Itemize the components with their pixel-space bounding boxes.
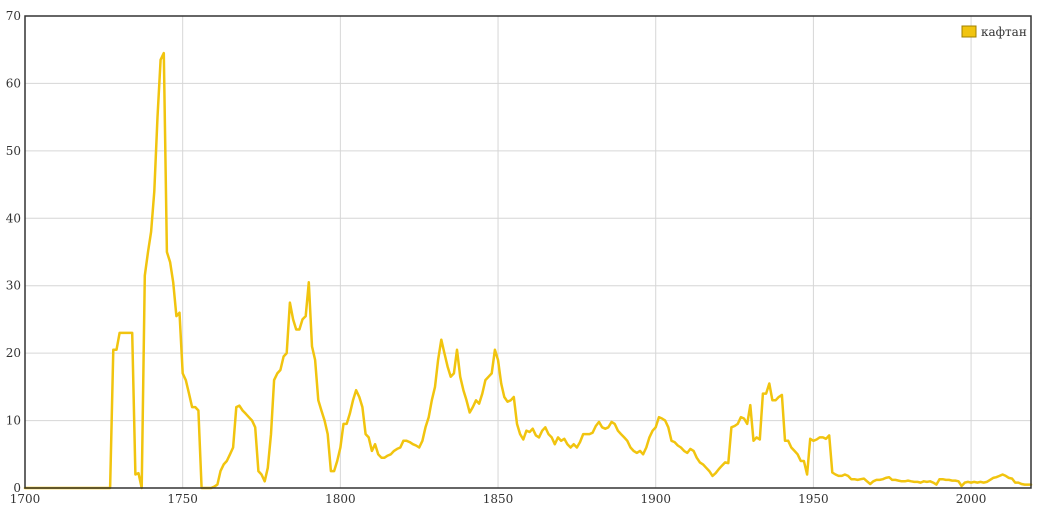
- y-tick-label: 30: [6, 279, 21, 293]
- grid-lines: [25, 16, 1031, 488]
- y-tick-label: 20: [6, 346, 21, 360]
- y-tick-label: 60: [6, 76, 21, 90]
- x-tick-label: 1750: [167, 492, 198, 506]
- plot-frame: [24, 15, 1032, 489]
- x-tick-label: 1950: [798, 492, 829, 506]
- y-tick-label: 0: [13, 481, 21, 495]
- x-axis-ticks: 1700 1750 1800 1850 1900 1950 2000: [10, 492, 987, 506]
- y-axis-ticks: 0 10 20 30 40 50 60 70: [6, 9, 21, 495]
- series-line: [23, 51, 1033, 490]
- y-tick-label: 10: [6, 414, 21, 428]
- x-tick-label: 1700: [10, 492, 41, 506]
- legend[interactable]: кафтан: [961, 25, 1027, 39]
- legend-label[interactable]: кафтан: [981, 25, 1027, 39]
- y-tick-label: 70: [6, 9, 21, 23]
- legend-swatch[interactable]: [961, 25, 977, 38]
- y-tick-label: 50: [6, 144, 21, 158]
- x-tick-label: 1850: [483, 492, 514, 506]
- x-tick-label: 1800: [325, 492, 356, 506]
- x-tick-label: 2000: [956, 492, 987, 506]
- y-tick-label: 40: [6, 211, 21, 225]
- series-layer: [23, 51, 1033, 490]
- x-tick-label: 1900: [640, 492, 671, 506]
